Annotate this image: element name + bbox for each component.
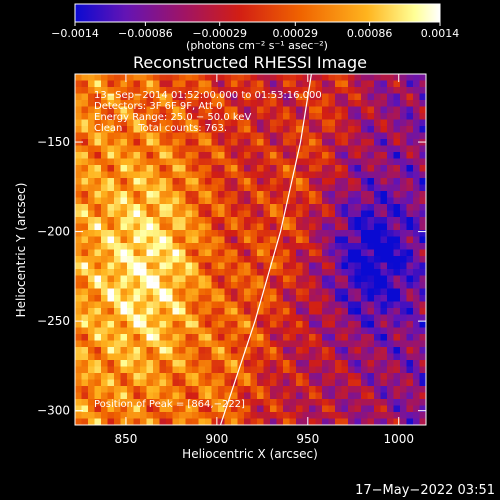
solar-limb-curve (219, 74, 312, 425)
annotation-detectors: Detectors: 3F 6F 9F, Att 0 (94, 101, 222, 112)
y-tick-label: −300 (37, 404, 70, 418)
colorbar-tick-label: −0.0014 (51, 27, 99, 40)
annotation-time-range: 13−Sep−2014 01:52:00.000 to 01:53:16.000 (94, 90, 322, 101)
y-tick-label: −150 (37, 135, 70, 149)
colorbar-tick-label: 0.00086 (347, 27, 393, 40)
colorbar-tick-label: 0.0014 (421, 27, 460, 40)
plot-frame (74, 73, 427, 426)
chart-title: Reconstructed RHESSI Image (133, 53, 367, 72)
x-tick-label: 850 (114, 432, 137, 446)
y-tick-label: −250 (37, 314, 70, 328)
colorbar-tick-label: −0.00029 (192, 27, 247, 40)
heatmap-image (75, 74, 426, 425)
colorbar-tick-label: −0.00086 (118, 27, 173, 40)
colorbar-label: (photons cm⁻² s⁻¹ asec⁻²) (186, 39, 328, 52)
timestamp: 17−May−2022 03:51 (355, 483, 495, 498)
y-tick-label: −200 (37, 225, 70, 239)
x-axis-label: Heliocentric X (arcsec) (182, 447, 318, 461)
x-axis-ticks: 850 900 950 1000 (114, 74, 414, 446)
annotation-energy-range: Energy Range: 25.0 − 50.0 keV (94, 112, 251, 123)
annotation-peak-position: Position of Peak = [864,−222] (94, 399, 245, 410)
x-tick-label: 900 (205, 432, 228, 446)
colorbar-tick-label: 0.00029 (273, 27, 319, 40)
y-axis-label: Heliocentric Y (arcsec) (14, 183, 28, 318)
colorbar-ticks: −0.0014 −0.00086 −0.00029 0.00029 0.00086 0.0… (51, 22, 459, 40)
annotation-clean-counts: Clean Total counts: 763. (94, 123, 227, 134)
x-tick-label: 1000 (383, 432, 414, 446)
y-axis-ticks: −150 −200 −250 −300 (37, 135, 426, 418)
colorbar (74, 3, 441, 23)
x-tick-label: 950 (296, 432, 319, 446)
